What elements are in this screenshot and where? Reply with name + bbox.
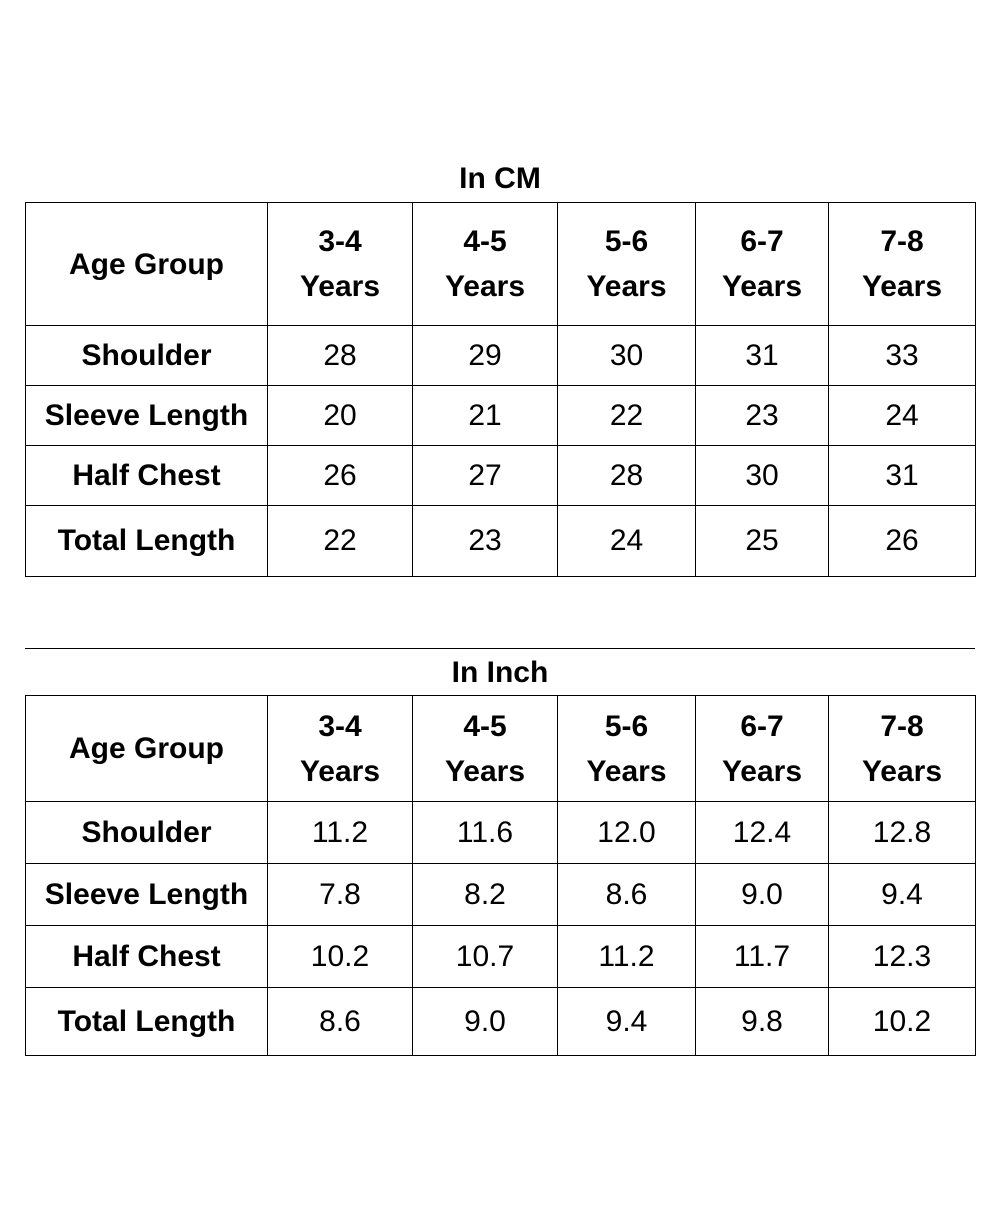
header-cell: 6-7 Years bbox=[695, 202, 829, 326]
table-cell: 7.8 bbox=[267, 863, 413, 926]
header-range: 7-8 bbox=[880, 225, 924, 258]
table-cell: 8.6 bbox=[557, 863, 696, 926]
header-range: 6-7 bbox=[740, 709, 784, 743]
header-range: 4-5 bbox=[463, 709, 507, 743]
table-cell: 24 bbox=[828, 385, 976, 446]
row-label: Total Length bbox=[25, 505, 268, 577]
header-unit: Years bbox=[721, 754, 803, 788]
table-cell: 9.4 bbox=[828, 863, 976, 926]
row-label: Total Length bbox=[25, 987, 268, 1056]
table-cell: 31 bbox=[695, 325, 829, 386]
table-row: Sleeve Length 20 21 22 23 24 bbox=[25, 385, 976, 446]
table-cell: 28 bbox=[557, 445, 696, 506]
header-unit: Years bbox=[299, 754, 381, 788]
header-label: Age Group bbox=[25, 695, 268, 802]
header-unit: Years bbox=[586, 754, 667, 788]
header-cell: 6-7 Years bbox=[695, 695, 829, 802]
header-cell: 3-4 Years bbox=[267, 202, 413, 326]
header-range: 4-5 bbox=[463, 225, 507, 258]
table-cell: 9.4 bbox=[557, 987, 696, 1056]
table-cell: 11.2 bbox=[267, 801, 413, 864]
table-cell: 10.7 bbox=[412, 925, 558, 988]
table-cell: 23 bbox=[695, 385, 829, 446]
row-label: Shoulder bbox=[25, 801, 268, 864]
table-cell: 26 bbox=[267, 445, 413, 506]
table-cell: 20 bbox=[267, 385, 413, 446]
row-label: Sleeve Length bbox=[25, 385, 268, 446]
header-unit: Years bbox=[299, 270, 381, 303]
table-row: Sleeve Length 7.8 8.2 8.6 9.0 9.4 bbox=[25, 863, 976, 926]
row-label: Half Chest bbox=[25, 445, 268, 506]
header-cell: 5-6 Years bbox=[557, 695, 696, 802]
table-row: Total Length 8.6 9.0 9.4 9.8 10.2 bbox=[25, 987, 976, 1056]
header-unit: Years bbox=[721, 270, 803, 303]
table-cell: 31 bbox=[828, 445, 976, 506]
table-cell: 30 bbox=[695, 445, 829, 506]
table-cell: 26 bbox=[828, 505, 976, 577]
table-cell: 11.2 bbox=[557, 925, 696, 988]
row-label: Shoulder bbox=[25, 325, 268, 386]
table-cell: 11.6 bbox=[412, 801, 558, 864]
header-cell: 7-8 Years bbox=[828, 695, 976, 802]
table-cell: 8.2 bbox=[412, 863, 558, 926]
header-cell: 5-6 Years bbox=[557, 202, 696, 326]
table-title: In CM bbox=[459, 162, 541, 195]
table-cell: 9.0 bbox=[695, 863, 829, 926]
header-range: 6-7 bbox=[740, 225, 784, 258]
inch-size-table-block: In Inch Age Group 3-4 Years 4-5 Years 5-6 Y… bbox=[25, 648, 976, 1056]
table-cell: 27 bbox=[412, 445, 558, 506]
header-range: 7-8 bbox=[880, 709, 924, 743]
table-cell: 9.8 bbox=[695, 987, 829, 1056]
header-unit: Years bbox=[444, 754, 526, 788]
cm-size-table-block: In CM Age Group 3-4 Years 4-5 Years 5-6 Yea… bbox=[25, 155, 976, 577]
table-cell: 10.2 bbox=[828, 987, 976, 1056]
header-cell: 4-5 Years bbox=[412, 202, 558, 326]
header-range: 5-6 bbox=[604, 225, 649, 258]
header-label: Age Group bbox=[25, 202, 268, 326]
table-cell: 12.4 bbox=[695, 801, 829, 864]
table-row: Total Length 22 23 24 25 26 bbox=[25, 505, 976, 577]
table-row: Half Chest 10.2 10.7 11.2 11.7 12.3 bbox=[25, 925, 976, 988]
table-cell: 21 bbox=[412, 385, 558, 446]
header-unit: Years bbox=[861, 754, 943, 788]
table-cell: 28 bbox=[267, 325, 413, 386]
table-cell: 11.7 bbox=[695, 925, 829, 988]
table-cell: 22 bbox=[267, 505, 413, 577]
table-cell: 9.0 bbox=[412, 987, 558, 1056]
table-cell: 23 bbox=[412, 505, 558, 577]
table-cell: 8.6 bbox=[267, 987, 413, 1056]
table-cell: 24 bbox=[557, 505, 696, 577]
table-cell: 29 bbox=[412, 325, 558, 386]
header-range: 3-4 bbox=[318, 225, 362, 258]
header-range: 3-4 bbox=[318, 709, 362, 743]
table-cell: 10.2 bbox=[267, 925, 413, 988]
table-cell: 25 bbox=[695, 505, 829, 577]
table-header-row: Age Group 3-4 Years 4-5 Years 5-6 Years 6-7… bbox=[25, 695, 976, 802]
header-range: 5-6 bbox=[604, 709, 649, 743]
header-unit: Years bbox=[444, 270, 526, 303]
inch-size-table: Age Group 3-4 Years 4-5 Years 5-6 Years 6-7… bbox=[25, 695, 976, 1056]
header-unit: Years bbox=[861, 270, 943, 303]
table-row: Shoulder 28 29 30 31 33 bbox=[25, 325, 976, 386]
table-header-row: Age Group 3-4 Years 4-5 Years 5-6 Years 6-7… bbox=[25, 202, 976, 326]
header-cell: 7-8 Years bbox=[828, 202, 976, 326]
header-cell: 3-4 Years bbox=[267, 695, 413, 802]
table-row: Shoulder 11.2 11.6 12.0 12.4 12.8 bbox=[25, 801, 976, 864]
table-cell: 12.8 bbox=[828, 801, 976, 864]
header-cell: 4-5 Years bbox=[412, 695, 558, 802]
table-cell: 30 bbox=[557, 325, 696, 386]
table-row: Half Chest 26 27 28 30 31 bbox=[25, 445, 976, 506]
table-title: In Inch bbox=[25, 648, 975, 695]
row-label: Half Chest bbox=[25, 925, 268, 988]
cm-size-table: Age Group 3-4 Years 4-5 Years 5-6 Years 6-7… bbox=[25, 202, 976, 577]
row-label: Sleeve Length bbox=[25, 863, 268, 926]
table-cell: 12.3 bbox=[828, 925, 976, 988]
table-cell: 33 bbox=[828, 325, 976, 386]
table-cell: 12.0 bbox=[557, 801, 696, 864]
header-unit: Years bbox=[586, 270, 667, 303]
table-cell: 22 bbox=[557, 385, 696, 446]
